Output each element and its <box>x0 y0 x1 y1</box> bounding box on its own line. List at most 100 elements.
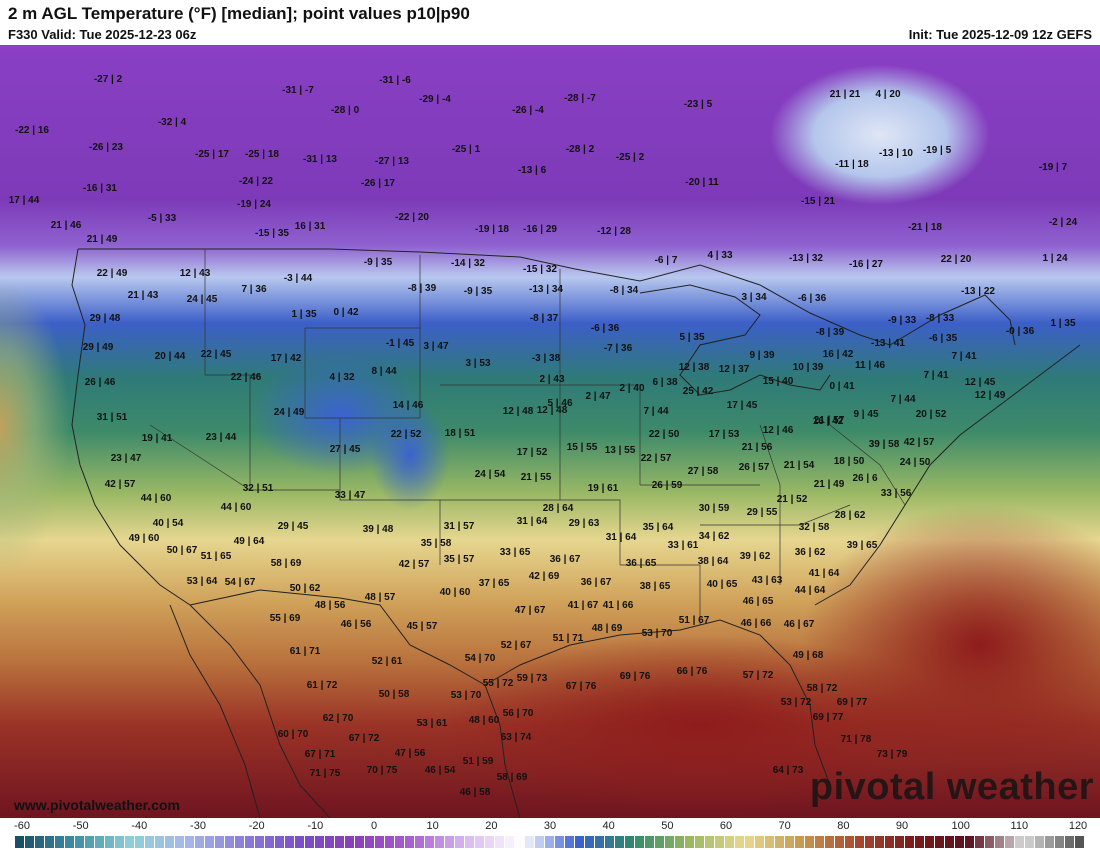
colorbar-swatch <box>55 836 64 848</box>
point-value-label: 23 | 47 <box>111 453 142 464</box>
colorbar-swatch <box>905 836 914 848</box>
point-value-label: -19 | 24 <box>237 199 271 210</box>
chart-header: 2 m AGL Temperature (°F) [median]; point… <box>0 0 1100 45</box>
point-value-label: 25 | 42 <box>683 386 714 397</box>
colorbar-swatch <box>235 836 244 848</box>
point-value-label: 36 | 67 <box>581 577 612 588</box>
point-value-label: -3 | 44 <box>284 273 313 284</box>
point-value-label: 40 | 60 <box>440 587 471 598</box>
point-value-label: -8 | 39 <box>816 327 845 338</box>
point-value-label: 48 | 56 <box>315 600 346 611</box>
us-border <box>78 248 1016 346</box>
point-value-label: 39 | 48 <box>363 524 394 535</box>
point-value-label: 31 | 57 <box>444 521 475 532</box>
colorbar-swatch <box>1045 836 1054 848</box>
point-value-label: -19 | 5 <box>923 145 952 156</box>
point-value-label: 24 | 50 <box>900 457 931 468</box>
point-value-label: -8 | 37 <box>530 313 559 324</box>
point-value-label: 15 | 55 <box>567 442 598 453</box>
point-value-label: 47 | 67 <box>515 605 546 616</box>
point-value-label: -3 | 38 <box>532 353 561 364</box>
point-value-label: 48 | 60 <box>469 715 500 726</box>
colorbar-swatch <box>215 836 224 848</box>
colorbar-swatch <box>295 836 304 848</box>
colorbar-tick-label: -50 <box>72 820 89 832</box>
point-value-label: 67 | 72 <box>349 733 380 744</box>
point-value-label: 31 | 64 <box>517 516 548 527</box>
point-value-label: 60 | 70 <box>278 729 309 740</box>
colorbar-swatch <box>305 836 314 848</box>
point-value-label: 29 | 49 <box>83 342 114 353</box>
colorbar-swatch <box>775 836 784 848</box>
point-value-label: -9 | 35 <box>464 286 493 297</box>
point-value-label: 22 | 57 <box>641 453 672 464</box>
point-value-label: -22 | 20 <box>395 212 429 223</box>
point-value-label: 12 | 48 <box>503 406 534 417</box>
point-value-label: -15 | 32 <box>523 264 557 275</box>
colorbar-tick-label: 60 <box>719 820 733 832</box>
colorbar-swatch <box>45 836 54 848</box>
point-value-label: 46 | 58 <box>460 787 491 798</box>
colorbar-swatch <box>455 836 464 848</box>
colorbar-swatch <box>605 836 614 848</box>
colorbar-swatch <box>135 836 144 848</box>
colorbar-swatch <box>345 836 354 848</box>
coastline-west <box>71 248 191 606</box>
colorbar-swatch <box>735 836 744 848</box>
colorbar-swatch <box>705 836 714 848</box>
point-value-label: 41 | 64 <box>809 568 840 579</box>
valid-time: F330 Valid: Tue 2025-12-23 06z <box>8 27 197 42</box>
point-value-label: 26 | 57 <box>739 462 770 473</box>
point-value-label: 58 | 69 <box>271 558 302 569</box>
point-value-label: 16 | 31 <box>295 221 326 232</box>
point-value-label: 53 | 72 <box>781 697 812 708</box>
point-value-label: -27 | 13 <box>375 156 409 167</box>
point-value-label: -8 | 39 <box>408 283 437 294</box>
point-value-label: 67 | 76 <box>566 681 597 692</box>
point-value-label: 7 | 41 <box>951 351 976 362</box>
state-borders <box>149 249 906 625</box>
point-value-label: 0 | 42 <box>333 307 358 318</box>
point-value-label: 59 | 73 <box>517 673 548 684</box>
point-value-label: -26 | -4 <box>512 105 544 116</box>
colorbar-tick-label: 50 <box>661 820 674 832</box>
colorbar-swatch <box>685 836 694 848</box>
point-value-label: 54 | 70 <box>465 653 496 664</box>
point-value-label: -2 | 24 <box>1049 217 1078 228</box>
point-value-label: 22 | 49 <box>97 268 128 279</box>
point-value-label: 20 | 44 <box>155 351 186 362</box>
colorbar-swatch <box>265 836 274 848</box>
colorbar-swatch <box>475 836 484 848</box>
point-value-label: 21 | 55 <box>521 472 552 483</box>
colorbar-swatch <box>665 836 674 848</box>
point-value-label: 3 | 34 <box>741 292 766 303</box>
point-value-label: 46 | 66 <box>741 618 772 629</box>
colorbar-swatch <box>415 836 424 848</box>
point-labels: -27 | 2 -31 | -7 -31 | -6 -29 | -4 -28 | -7 -… <box>9 74 1078 798</box>
colorbar-swatch <box>855 836 864 848</box>
point-value-label: -1 | 45 <box>386 338 415 349</box>
colorbar-swatch <box>275 836 284 848</box>
colorbar-swatch <box>1065 836 1074 848</box>
point-value-label: 16 | 42 <box>823 349 854 360</box>
colorbar-swatch <box>95 836 104 848</box>
point-value-label: 69 | 77 <box>837 697 868 708</box>
point-value-label: 33 | 61 <box>668 540 699 551</box>
coastline-east <box>814 344 1081 606</box>
point-value-label: 31 | 51 <box>97 412 128 423</box>
colorbar-swatch <box>595 836 604 848</box>
colorbar-swatch <box>825 836 834 848</box>
point-value-label: 41 | 67 <box>568 600 599 611</box>
colorbar-swatch <box>525 836 534 848</box>
colorbar-swatch <box>35 836 44 848</box>
point-value-label: -25 | 2 <box>616 152 645 163</box>
atlantic-warm-region <box>800 505 1100 785</box>
point-value-label: -25 | 17 <box>195 149 229 160</box>
colorbar-tick-label: 20 <box>485 820 498 832</box>
point-value-label: 1 | 35 <box>1050 318 1075 329</box>
point-value-label: 7 | 41 <box>923 370 948 381</box>
colorbar-swatch <box>845 836 854 848</box>
point-value-label: 17 | 53 <box>709 429 740 440</box>
point-value-label: 45 | 57 <box>407 621 438 632</box>
colorbar-swatch <box>585 836 594 848</box>
